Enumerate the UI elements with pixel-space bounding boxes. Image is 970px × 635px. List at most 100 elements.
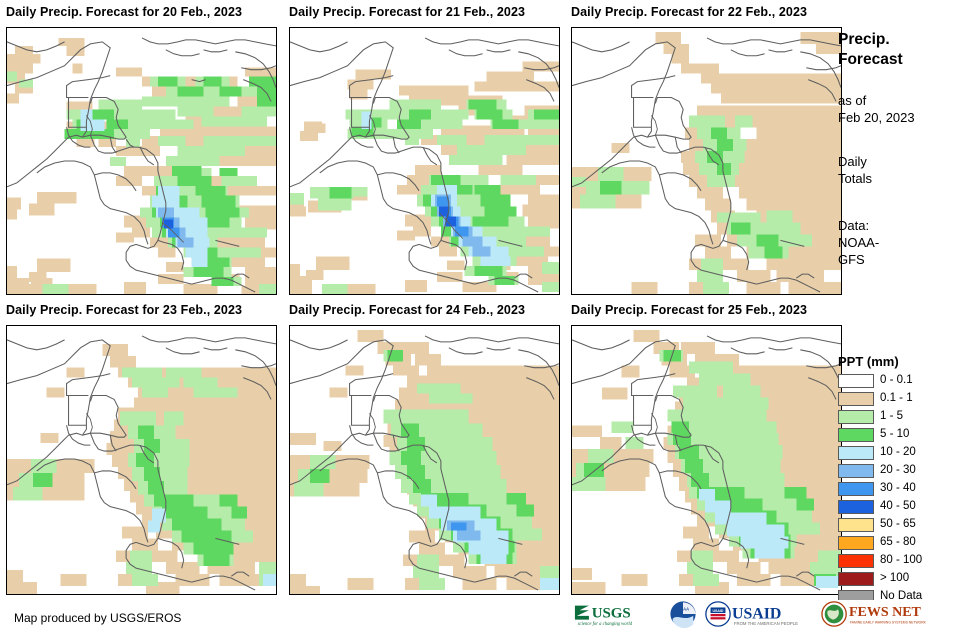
asof-label: as of bbox=[838, 93, 867, 109]
country-borders-5 bbox=[290, 335, 559, 591]
totals-line1: Daily bbox=[838, 153, 867, 169]
totals-block: Daily Totals bbox=[838, 153, 966, 187]
legend-swatch bbox=[838, 482, 874, 496]
legend-row[interactable]: 80 - 100 bbox=[838, 552, 966, 570]
svg-text:FROM THE AMERICAN PEOPLE: FROM THE AMERICAN PEOPLE bbox=[734, 621, 798, 626]
panel-title-4: Daily Precip. Forecast for 23 Feb., 2023 bbox=[6, 303, 243, 317]
info-title-line2: Forecast bbox=[838, 51, 903, 69]
map-panel-4[interactable] bbox=[6, 325, 277, 595]
precip-cells-4 bbox=[7, 343, 276, 594]
panel-title-6: Daily Precip. Forecast for 25 Feb., 2023 bbox=[571, 303, 808, 317]
info-title: Precip. Forecast bbox=[838, 30, 966, 70]
map-panel-2[interactable] bbox=[289, 27, 560, 295]
legend-rows: 0 - 0.1 0.1 - 1 1 - 5 5 - 10 10 - 20 20 - 30 3… bbox=[838, 372, 966, 606]
map-raster-4 bbox=[7, 326, 276, 594]
svg-text:science for a changing world: science for a changing world bbox=[578, 622, 633, 627]
usgs-logo[interactable]: USGS science for a changing world bbox=[574, 600, 662, 628]
country-borders-2 bbox=[290, 37, 559, 293]
legend-row[interactable]: > 100 bbox=[838, 570, 966, 588]
legend-label: 5 - 10 bbox=[880, 428, 910, 441]
info-title-line1: Precip. bbox=[838, 31, 890, 48]
legend-label: 30 - 40 bbox=[880, 482, 916, 495]
panel-title-5: Daily Precip. Forecast for 24 Feb., 2023 bbox=[289, 303, 526, 317]
panel-title-3: Daily Precip. Forecast for 22 Feb., 2023 bbox=[571, 5, 808, 19]
lake-features-3 bbox=[651, 115, 658, 136]
legend-label: 10 - 20 bbox=[880, 446, 916, 459]
legend-swatch bbox=[838, 536, 874, 550]
legend-label: 50 - 65 bbox=[880, 518, 916, 531]
lake-features-4 bbox=[86, 413, 93, 434]
map-panel-6[interactable] bbox=[571, 325, 842, 595]
legend-swatch bbox=[838, 446, 874, 460]
legend-row[interactable]: 0.1 - 1 bbox=[838, 390, 966, 408]
svg-text:NOAA: NOAA bbox=[677, 606, 689, 611]
country-borders-6 bbox=[572, 335, 841, 591]
map-raster-1 bbox=[7, 28, 276, 294]
legend-title: PPT (mm) bbox=[838, 354, 899, 369]
data-label: Data: bbox=[838, 217, 870, 233]
precip-cells-2 bbox=[290, 61, 559, 294]
panel-title-1: Daily Precip. Forecast for 20 Feb., 2023 bbox=[6, 5, 243, 19]
precip-cells-5 bbox=[290, 329, 559, 594]
map-raster-5 bbox=[290, 326, 559, 594]
usaid-logo[interactable]: USAID USAID FROM THE AMERICAN PEOPLE bbox=[703, 600, 814, 628]
map-panel-1[interactable] bbox=[6, 27, 277, 295]
panel-title-2: Daily Precip. Forecast for 21 Feb., 2023 bbox=[289, 5, 526, 19]
lake-features-5 bbox=[369, 413, 376, 434]
legend-label: 40 - 50 bbox=[880, 500, 916, 513]
legend-label: 20 - 30 bbox=[880, 464, 916, 477]
svg-text:USAID: USAID bbox=[732, 606, 781, 623]
totals-line2: Totals bbox=[838, 170, 872, 186]
legend-swatch bbox=[838, 428, 874, 442]
map-raster-2 bbox=[290, 28, 559, 294]
legend-row[interactable]: 20 - 30 bbox=[838, 462, 966, 480]
data-source-block: Data: NOAA- GFS bbox=[838, 217, 966, 268]
precip-cells-1 bbox=[7, 37, 276, 294]
legend-swatch bbox=[838, 554, 874, 568]
lake-features-2 bbox=[369, 115, 464, 239]
legend-label: 65 - 80 bbox=[880, 536, 916, 549]
svg-text:FEWS NET: FEWS NET bbox=[849, 605, 922, 620]
map-raster-6 bbox=[572, 326, 841, 594]
legend-label: > 100 bbox=[880, 572, 910, 585]
map-credit: Map produced by USGS/EROS bbox=[14, 611, 182, 625]
legend-swatch bbox=[838, 374, 874, 388]
svg-text:FAMINE EARLY WARNING SYSTEMS N: FAMINE EARLY WARNING SYSTEMS NETWORK bbox=[850, 620, 927, 624]
legend-row[interactable]: 0 - 0.1 bbox=[838, 372, 966, 390]
legend-label: 0.1 - 1 bbox=[880, 392, 913, 405]
legend-row[interactable]: 50 - 65 bbox=[838, 516, 966, 534]
legend-label: 80 - 100 bbox=[880, 554, 923, 567]
legend-row[interactable]: 1 - 5 bbox=[838, 408, 966, 426]
map-panel-5[interactable] bbox=[289, 325, 560, 595]
country-borders-1 bbox=[7, 37, 276, 293]
asof-block: as of Feb 20, 2023 bbox=[838, 92, 966, 126]
legend-label: 1 - 5 bbox=[880, 410, 904, 423]
legend-row[interactable]: 40 - 50 bbox=[838, 498, 966, 516]
country-borders-3 bbox=[572, 37, 841, 293]
legend-swatch bbox=[838, 518, 874, 532]
legend-row[interactable]: 10 - 20 bbox=[838, 444, 966, 462]
info-column: Precip. Forecast as of Feb 20, 2023 Dail… bbox=[838, 30, 966, 268]
legend-row[interactable]: 5 - 10 bbox=[838, 426, 966, 444]
legend-row[interactable]: 65 - 80 bbox=[838, 534, 966, 552]
lake-features-6 bbox=[651, 413, 658, 434]
asof-date: Feb 20, 2023 bbox=[838, 110, 915, 126]
legend-swatch bbox=[838, 392, 874, 406]
precip-cells-6 bbox=[572, 329, 841, 594]
svg-text:USAID: USAID bbox=[712, 609, 723, 613]
legend-swatch bbox=[838, 500, 874, 514]
legend-label: No Data bbox=[880, 590, 923, 603]
legend-swatch bbox=[838, 464, 874, 478]
legend-label: 0 - 0.1 bbox=[880, 374, 913, 387]
noaa-logo[interactable]: NOAA bbox=[669, 600, 697, 628]
fewsnet-logo[interactable]: FEWS NET FAMINE EARLY WARNING SYSTEMS NE… bbox=[820, 600, 931, 628]
map-panel-3[interactable] bbox=[571, 27, 842, 295]
partner-logos: USGS science for a changing world NOAA U… bbox=[574, 599, 931, 629]
svg-text:USGS: USGS bbox=[592, 606, 631, 622]
lake-features-1 bbox=[86, 115, 185, 243]
data-source-line3: GFS bbox=[838, 252, 865, 268]
legend-row[interactable]: 30 - 40 bbox=[838, 480, 966, 498]
data-source-line2: NOAA- bbox=[838, 235, 880, 251]
country-borders-4 bbox=[7, 335, 276, 591]
legend: PPT (mm) 0 - 0.1 0.1 - 1 1 - 5 5 - 10 10 - 2… bbox=[838, 354, 966, 606]
